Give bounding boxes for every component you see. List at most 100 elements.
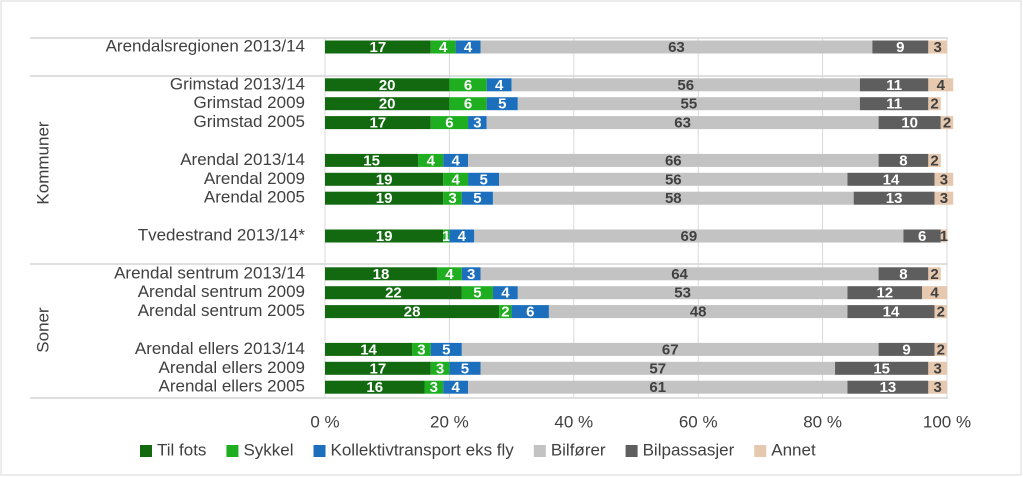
bar-segment	[443, 153, 469, 167]
bar-segment	[922, 286, 947, 300]
bar-segment	[499, 172, 848, 186]
data-label: 8	[899, 266, 907, 283]
y-tick-label: Arendal sentrum 2013/14	[114, 263, 305, 282]
data-label: 4	[451, 171, 460, 188]
data-label: 17	[370, 39, 387, 56]
bar-segment	[486, 97, 518, 111]
y-tick-label: Tvedestrand 2013/14*	[138, 225, 306, 244]
bar-segment	[461, 191, 493, 205]
bar-segment	[418, 153, 444, 167]
bar-segment	[859, 97, 929, 111]
bar-segment	[468, 153, 879, 167]
y-tick-label: Arendal 2013/14	[180, 150, 305, 169]
data-label: 6	[918, 228, 926, 245]
data-label: 6	[464, 77, 472, 94]
y-tick-label: Arendalsregionen 2013/14	[106, 36, 305, 55]
data-label: 6	[445, 115, 453, 132]
data-label: 4	[930, 285, 939, 302]
data-label: 19	[376, 171, 393, 188]
data-label: 2	[937, 341, 945, 358]
data-label: 20	[379, 77, 396, 94]
bar-segment	[468, 172, 500, 186]
data-label: 5	[473, 285, 481, 302]
data-label: 3	[933, 379, 941, 396]
bar-segment	[325, 229, 444, 243]
bar-segment	[499, 305, 512, 319]
bar-segment	[443, 380, 469, 394]
legend-label: Bilfører	[551, 440, 606, 459]
legend-label: Kollektivtransport eks fly	[331, 440, 515, 459]
data-label: 3	[933, 39, 941, 56]
bar-segment	[847, 172, 935, 186]
bar-segment	[325, 153, 419, 167]
data-label: 6	[526, 304, 534, 321]
bar-segment	[853, 191, 935, 205]
data-label: 2	[930, 96, 938, 113]
data-label: 3	[430, 379, 438, 396]
bar-segment	[847, 305, 935, 319]
bar-segment	[934, 191, 954, 205]
bar-segment	[449, 78, 487, 92]
data-label: 14	[360, 341, 377, 358]
bar-segment	[461, 267, 481, 281]
bar-segment	[934, 172, 954, 186]
bar-segment	[928, 78, 954, 92]
bar-segment	[928, 267, 941, 281]
data-label: 3	[436, 360, 444, 377]
data-label: 56	[665, 171, 682, 188]
data-label: 66	[665, 152, 682, 169]
bar-segment	[934, 305, 947, 319]
data-label: 1	[940, 228, 948, 245]
bar-segment	[325, 380, 425, 394]
bar-segment	[325, 361, 431, 375]
bar-segment	[468, 116, 487, 130]
bar-segment	[480, 40, 873, 54]
legend-swatch	[754, 445, 767, 457]
data-label: 4	[495, 77, 504, 94]
legend-swatch	[533, 445, 546, 457]
data-label: 2	[943, 115, 951, 132]
data-label: 48	[690, 304, 707, 321]
data-label: 61	[649, 379, 666, 396]
data-label: 3	[933, 360, 941, 377]
bar-segment	[928, 380, 947, 394]
x-tick-label: 100 %	[923, 412, 971, 431]
data-label: 4	[439, 39, 448, 56]
bar-segment	[443, 172, 469, 186]
bar-segment	[878, 267, 929, 281]
x-tick-label: 0 %	[310, 412, 339, 431]
y-tick-label: Grimstad 2005	[194, 112, 306, 131]
bar-segment	[468, 380, 848, 394]
group-label: Kommuner	[33, 121, 52, 204]
data-label: 63	[674, 115, 691, 132]
data-label: 2	[501, 304, 509, 321]
legend-label: Annet	[771, 440, 816, 459]
data-label: 14	[883, 304, 900, 321]
legend-swatch	[226, 445, 239, 457]
y-tick-label: Grimstad 2013/14	[170, 74, 305, 93]
bar-segment	[847, 380, 929, 394]
bar-segment	[517, 286, 848, 300]
data-label: 2	[930, 152, 938, 169]
data-label: 4	[451, 379, 460, 396]
y-tick-label: Arendal ellers 2013/14	[135, 339, 305, 358]
data-label: 19	[376, 228, 393, 245]
data-label: 67	[662, 341, 679, 358]
data-label: 5	[461, 360, 469, 377]
bar-segment	[517, 97, 860, 111]
data-label: 64	[671, 266, 688, 283]
y-tick-label: Arendal 2005	[204, 188, 305, 207]
bar-segment	[443, 229, 450, 243]
x-tick-label: 40 %	[554, 412, 593, 431]
data-label: 56	[677, 77, 694, 94]
data-label: 4	[464, 39, 473, 56]
data-label: 6	[464, 96, 472, 113]
data-label: 3	[417, 341, 425, 358]
data-label: 4	[501, 285, 510, 302]
bar-segment	[878, 153, 929, 167]
data-label: 11	[886, 77, 902, 94]
bar-segment	[325, 191, 444, 205]
bar-segment	[449, 361, 481, 375]
bar-segment	[430, 361, 450, 375]
